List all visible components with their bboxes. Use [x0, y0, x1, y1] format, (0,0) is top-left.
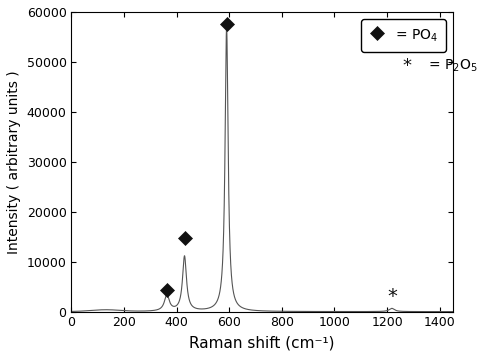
Legend: = PO$_4$: = PO$_4$ [361, 19, 445, 52]
Text: *: * [386, 287, 396, 306]
X-axis label: Raman shift (cm⁻¹): Raman shift (cm⁻¹) [189, 335, 334, 350]
Text: = P$_2$O$_5$: = P$_2$O$_5$ [427, 58, 477, 74]
Text: *: * [402, 57, 411, 75]
Y-axis label: Intensity ( arbitrary units ): Intensity ( arbitrary units ) [7, 70, 21, 253]
